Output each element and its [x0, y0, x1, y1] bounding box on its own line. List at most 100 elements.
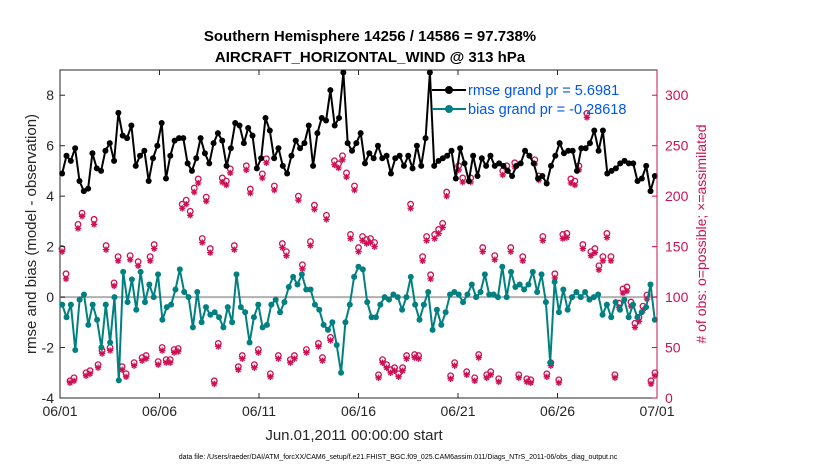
rmse-point	[154, 142, 161, 149]
rmse-point	[647, 188, 654, 195]
assimilated-obs-marker	[235, 366, 242, 373]
y-tick-label: 0	[46, 289, 54, 305]
assimilated-obs-marker	[70, 377, 78, 385]
rmse-point	[400, 162, 407, 169]
bias-point	[324, 326, 331, 333]
bias-point	[529, 268, 536, 275]
rmse-point	[258, 155, 265, 162]
assimilated-obs-marker	[106, 347, 114, 354]
assimilated-obs-marker	[311, 206, 318, 213]
rmse-point	[253, 165, 260, 172]
bias-point	[189, 324, 196, 331]
assimilated-obs-marker	[551, 274, 559, 282]
bias-point	[272, 296, 279, 303]
bias-point	[181, 289, 188, 296]
bias-point	[599, 311, 606, 318]
assimilated-obs-marker	[403, 355, 410, 362]
assimilated-obs-marker	[455, 166, 462, 174]
rmse-point	[236, 122, 243, 129]
rmse-point	[80, 188, 87, 195]
rmse-point	[396, 152, 403, 159]
assimilated-obs-marker	[527, 379, 534, 387]
bias-point	[630, 301, 637, 308]
rmse-point	[271, 155, 278, 162]
x-tick-label: 07/01	[639, 403, 674, 419]
bias-point	[268, 301, 275, 308]
bias-point	[176, 266, 183, 273]
bias-point	[80, 291, 87, 298]
rmse-point	[556, 140, 563, 147]
assimilated-obs-marker	[603, 234, 611, 241]
bias-point	[102, 301, 109, 308]
assimilated-obs-marker	[399, 367, 406, 374]
assimilated-obs-marker	[595, 266, 603, 274]
assimilated-obs-marker	[375, 374, 382, 382]
rmse-point	[175, 135, 182, 142]
bias-point	[569, 294, 576, 301]
bias-point	[399, 306, 406, 313]
bias-point	[403, 294, 410, 301]
rmse-point	[76, 178, 83, 185]
assimilated-obs-marker	[263, 159, 270, 167]
rmse-point	[413, 142, 420, 149]
rmse-point	[249, 132, 256, 139]
rmse-point	[214, 130, 221, 137]
rmse-point	[284, 170, 291, 177]
legend: rmse grand pr = 5.6981 bias grand pr = -…	[432, 83, 626, 118]
assimilated-obs-marker	[166, 359, 174, 366]
y2-tick-label: 0	[665, 390, 673, 406]
assimilated-obs-marker	[283, 252, 290, 259]
legend-bias-label: bias grand pr = -0.28618	[468, 102, 626, 118]
rmse-point	[331, 122, 338, 129]
rmse-point	[461, 160, 468, 167]
assimilated-obs-marker	[563, 234, 571, 241]
rmse-point	[539, 172, 546, 179]
rmse-point	[132, 162, 139, 169]
rmse-point	[634, 178, 641, 185]
bias-point	[185, 294, 192, 301]
bias-point	[643, 304, 650, 311]
assimilated-obs-marker	[66, 379, 74, 387]
rmse-point	[526, 152, 533, 159]
rmse-point	[245, 125, 252, 132]
bias-point	[494, 294, 501, 301]
assimilated-obs-marker	[611, 374, 619, 382]
assimilated-obs-marker	[251, 364, 258, 371]
rmse-point	[625, 160, 632, 167]
rmse-point	[444, 152, 451, 159]
assimilated-obs-marker	[583, 114, 591, 121]
bias-point	[329, 319, 336, 326]
bias-point	[390, 291, 397, 298]
bias-point	[133, 306, 140, 313]
y-tick-label: -2	[42, 340, 55, 356]
rmse-point	[340, 69, 347, 76]
assimilated-obs-marker	[255, 349, 262, 356]
rmse-point	[197, 135, 204, 142]
bias-point	[625, 314, 632, 321]
assimilated-obs-marker	[359, 237, 366, 244]
bias-point	[107, 339, 114, 346]
bias-point	[377, 301, 384, 308]
assimilated-obs-marker	[463, 371, 470, 378]
y-tick-label: -4	[42, 390, 55, 406]
bias-point	[616, 306, 623, 313]
y-tick-label: 2	[46, 239, 54, 255]
bias-point	[263, 321, 270, 328]
bias-point	[364, 299, 371, 306]
bias-point	[259, 324, 266, 331]
rmse-point	[262, 114, 269, 121]
rmse-point	[366, 150, 373, 157]
chart-title: Southern Hemisphere 14256 / 14586 = 97.7…	[204, 28, 536, 45]
rmse-point	[478, 155, 485, 162]
rmse-point	[310, 162, 317, 169]
rmse-point	[638, 175, 645, 182]
assimilated-obs-marker	[567, 179, 575, 187]
bias-point	[464, 291, 471, 298]
bias-point	[534, 289, 541, 296]
bias-point	[194, 289, 201, 296]
bias-point	[229, 319, 236, 326]
assimilated-obs-marker	[247, 189, 254, 197]
bias-point	[595, 291, 602, 298]
rmse-point	[180, 135, 187, 142]
rmse-point	[275, 145, 282, 152]
